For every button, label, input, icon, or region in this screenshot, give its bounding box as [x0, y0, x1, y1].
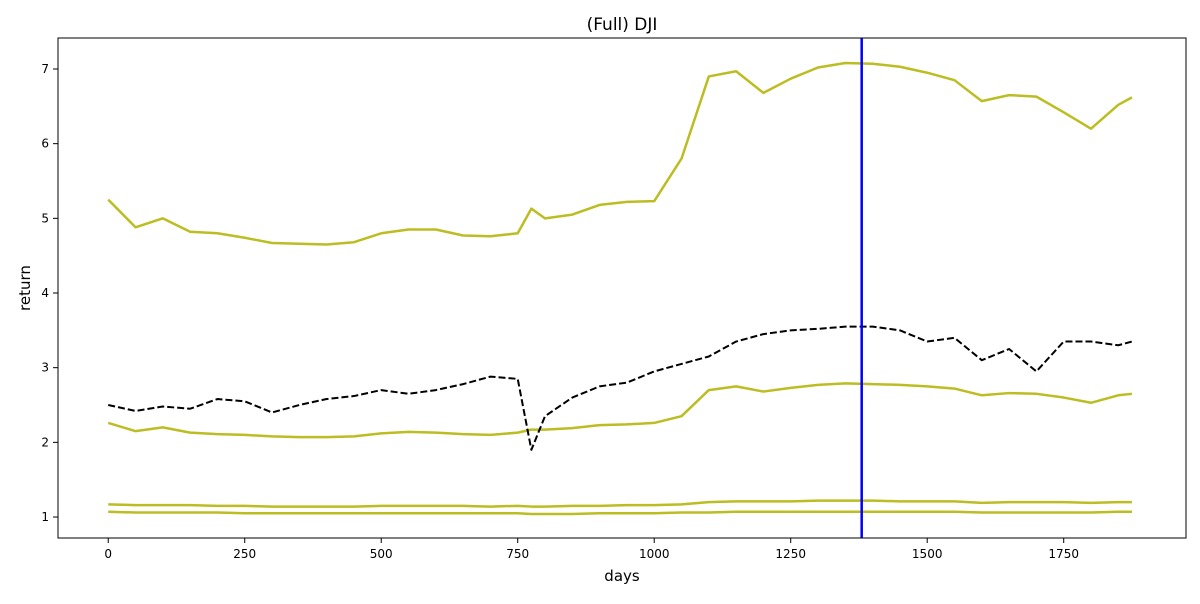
plot-frame: [57, 37, 1187, 539]
x-tick-label: 1500: [912, 547, 943, 561]
y-tick-label: 7: [41, 62, 49, 76]
series-line: [107, 382, 1133, 439]
y-tick-label: 3: [41, 361, 49, 375]
chart-title: (Full) DJI: [587, 15, 658, 35]
series-line: [108, 499, 1132, 508]
series-line: [108, 325, 1133, 451]
x-tick-label: 750: [506, 547, 529, 561]
x-tick-label: 1000: [639, 547, 670, 561]
x-tick-label: 1250: [775, 547, 806, 561]
y-tick-label: 6: [41, 137, 49, 151]
y-tick-label: 2: [41, 435, 49, 449]
x-tick-label: 250: [233, 547, 256, 561]
x-tick-label: 500: [370, 547, 393, 561]
x-axis-label: days: [604, 567, 640, 585]
x-tick-label: 0: [104, 547, 112, 561]
y-tick-label: 4: [41, 286, 49, 300]
y-axis-label: return: [16, 265, 34, 311]
y-tick-label: 5: [41, 211, 49, 225]
y-tick-label: 1: [41, 510, 49, 524]
series-line: [107, 61, 1133, 246]
series-line: [108, 510, 1132, 516]
x-tick-label: 1750: [1048, 547, 1079, 561]
